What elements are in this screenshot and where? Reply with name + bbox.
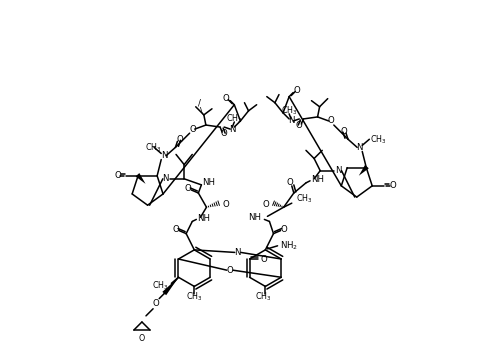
Text: O: O [260, 255, 266, 264]
Text: N: N [234, 248, 240, 257]
Text: O: O [184, 184, 191, 193]
Text: O: O [293, 86, 300, 95]
Text: O: O [262, 200, 269, 209]
Polygon shape [358, 165, 368, 176]
Text: O: O [220, 129, 227, 138]
Text: N: N [161, 151, 167, 160]
Text: O: O [286, 178, 292, 187]
Text: O: O [189, 125, 196, 133]
Text: CH$_3$: CH$_3$ [144, 141, 161, 154]
Text: CH$_3$: CH$_3$ [186, 290, 202, 303]
Text: NH$_2$: NH$_2$ [279, 239, 297, 252]
Text: N: N [355, 143, 362, 152]
Polygon shape [135, 173, 145, 184]
Polygon shape [162, 277, 178, 295]
Text: NH: NH [311, 175, 324, 184]
Text: O: O [114, 171, 121, 180]
Text: O: O [280, 225, 287, 234]
Text: CH$_3$: CH$_3$ [370, 133, 386, 146]
Text: O: O [222, 94, 229, 103]
Text: CH$_3$: CH$_3$ [254, 290, 271, 303]
Text: O: O [388, 181, 395, 190]
Text: N: N [288, 117, 294, 126]
Text: N: N [162, 174, 169, 183]
Text: O: O [295, 120, 302, 130]
Text: O: O [226, 266, 233, 275]
Text: O: O [153, 299, 159, 308]
Text: O: O [172, 225, 179, 234]
Text: /: / [198, 98, 201, 107]
Text: CH$_3$: CH$_3$ [295, 193, 312, 205]
Text: NH: NH [248, 213, 261, 222]
Text: O: O [139, 334, 145, 343]
Text: N: N [228, 125, 235, 133]
Text: N: N [335, 166, 341, 175]
Text: CH$_3$: CH$_3$ [280, 105, 297, 117]
Text: CH$_3$: CH$_3$ [226, 113, 242, 125]
Text: O: O [340, 127, 347, 136]
Text: NH: NH [202, 178, 215, 187]
Text: CH$_3$: CH$_3$ [152, 279, 168, 292]
Text: O: O [222, 200, 229, 209]
Text: O: O [176, 135, 182, 144]
Text: NH: NH [197, 214, 210, 223]
Text: \: \ [200, 106, 203, 115]
Text: O: O [327, 117, 334, 126]
